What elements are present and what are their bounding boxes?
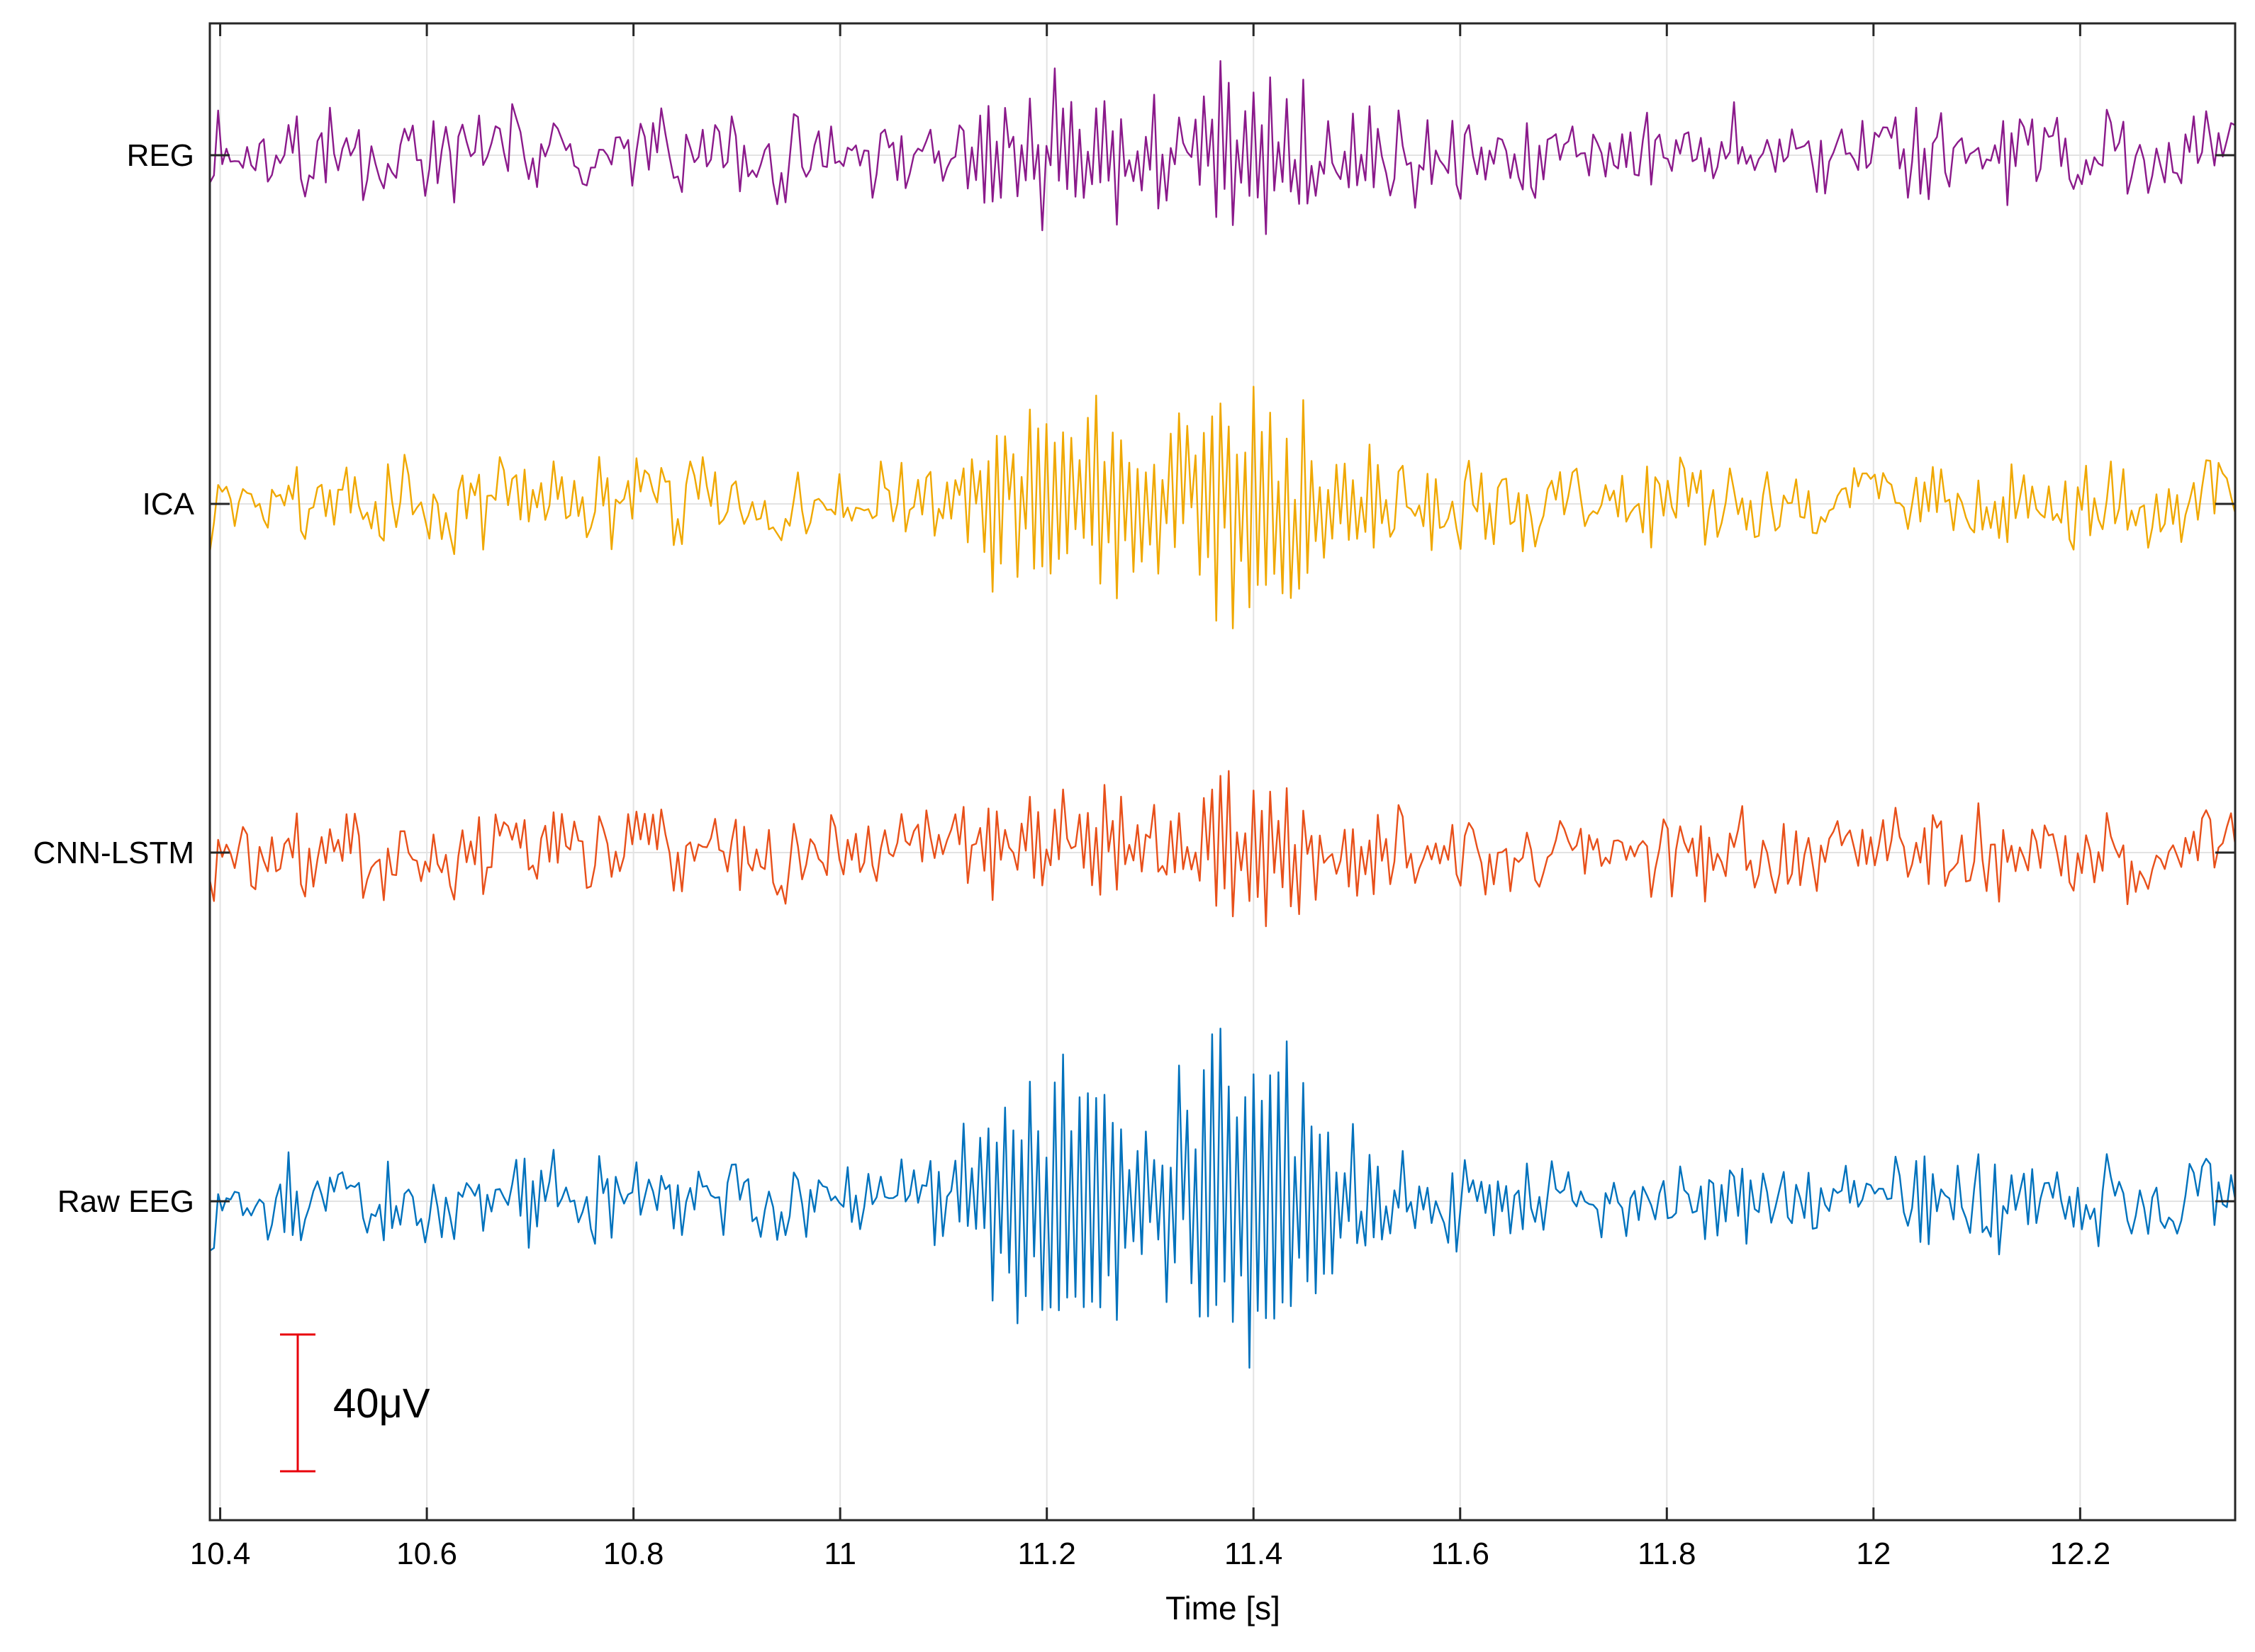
grid-layer bbox=[210, 23, 2235, 1520]
x-tick-label: 10.4 bbox=[190, 1536, 251, 1571]
channel-label: Raw EEG bbox=[57, 1184, 194, 1219]
series-line bbox=[209, 1028, 2237, 1369]
series-line bbox=[208, 386, 2237, 629]
x-tick-label: 11.6 bbox=[1431, 1536, 1489, 1571]
x-tick-label: 11.2 bbox=[1018, 1536, 1076, 1571]
x-axis-title: Time [s] bbox=[1165, 1590, 1280, 1626]
x-tick-label: 12 bbox=[1856, 1536, 1891, 1571]
traces-layer bbox=[208, 60, 2237, 1369]
labels-layer: 10.4 10.6 10.8 11 11.2 11.4 11.6 11.8 12 12.2 REG I… bbox=[33, 138, 2111, 1571]
x-tick-label: 10.6 bbox=[396, 1536, 457, 1571]
scale-bar: 40μV bbox=[280, 1333, 430, 1473]
scale-bar-label: 40μV bbox=[333, 1381, 430, 1427]
x-tick-label: 11.4 bbox=[1224, 1536, 1282, 1571]
series-line bbox=[208, 770, 2237, 928]
x-tick-label: 12.2 bbox=[2050, 1536, 2111, 1571]
x-tick-label: 11 bbox=[824, 1536, 856, 1571]
channel-label: ICA bbox=[142, 487, 195, 522]
channel-label: REG bbox=[127, 138, 194, 173]
x-tick-label: 10.8 bbox=[603, 1536, 664, 1571]
channel-label: CNN-LSTM bbox=[33, 836, 194, 870]
x-tick-label: 11.8 bbox=[1638, 1536, 1696, 1571]
series-line bbox=[208, 60, 2236, 235]
ticks-layer bbox=[210, 23, 2235, 1520]
plot-frame bbox=[208, 22, 2237, 1522]
